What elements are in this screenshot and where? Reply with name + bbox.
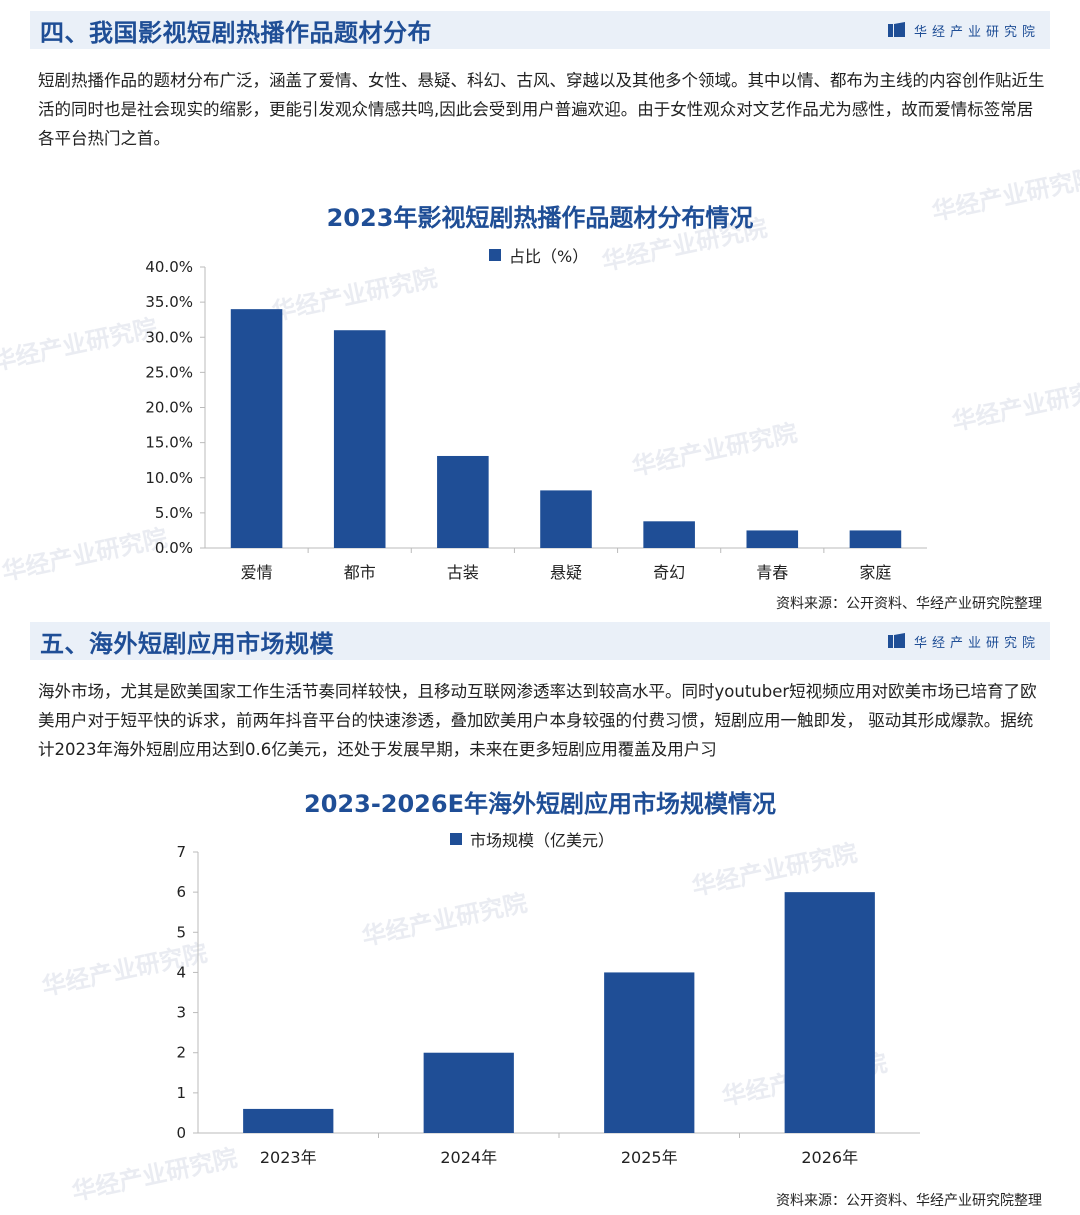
bar [643,521,695,548]
legend-swatch [450,833,462,845]
y-tick-label: 5 [176,923,186,941]
y-tick-label: 25.0% [145,363,193,381]
bar [243,1108,334,1133]
y-tick-label: 1 [176,1084,186,1102]
chart-topic-distribution: 0.0% 5.0% 10.0% 15.0% 20.0% 25.0% 30.0% 35.0% 40… [145,258,927,582]
bar [423,1052,514,1133]
brand-name: 华经产业研究院 [913,24,1040,40]
y-tick-label: 35.0% [145,293,193,311]
y-tick-label: 2 [176,1044,186,1062]
legend-swatch [489,249,501,261]
y-tick-label: 15.0% [145,434,193,452]
brand-mark: 华经产业研究院 [887,632,1040,651]
section-paragraph: 短剧热播作品的题材分布广泛，涵盖了爱情、女性、悬疑、科幻、古风、穿越以及其他多个… [38,71,1045,148]
source-note: 资料来源：公开资料、华经产业研究院整理 [776,1193,1042,1209]
bar [746,530,799,548]
chart-title: 2023年影视短剧热播作品题材分布情况 [326,204,754,232]
y-tick-label: 6 [176,883,186,901]
bar [230,309,283,548]
x-tick-label: 2025年 [621,1148,678,1167]
bar [437,455,489,548]
bar [540,490,592,548]
x-tick-label: 2026年 [801,1148,858,1167]
x-tick-label: 奇幻 [653,563,685,582]
x-tick-label: 2023年 [260,1148,317,1167]
brand-logo-icon [887,633,905,648]
bar [784,892,875,1133]
source-note: 资料来源：公开资料、华经产业研究院整理 [776,596,1042,612]
x-tick-label: 悬疑 [550,563,582,582]
bar [333,330,386,548]
y-tick-label: 5.0% [155,504,193,522]
chart-overseas-market-size: 0 1 2 3 4 5 6 7 2023年 2024年 2025年 2026年 [176,843,920,1167]
y-tick-label: 7 [176,843,186,861]
y-tick-label: 4 [176,963,186,981]
x-tick-label: 都市 [344,563,376,582]
brand-name: 华经产业研究院 [913,635,1040,651]
legend-label: 占比（%） [509,247,589,266]
section-title: 五、海外短剧应用市场规模 [40,629,334,658]
y-tick-label: 10.0% [145,469,193,487]
bar [849,530,902,548]
x-tick-label: 2024年 [440,1148,497,1167]
brand-logo-icon [887,22,905,37]
x-tick-label: 家庭 [859,563,891,582]
section-title: 四、我国影视短剧热播作品题材分布 [40,18,432,47]
section-header: 四、我国影视短剧热播作品题材分布 华经产业研究院 [30,11,1050,49]
legend-label: 市场规模（亿美元） [470,831,615,850]
y-tick-label: 0.0% [155,539,193,557]
y-tick-label: 20.0% [145,399,193,417]
x-tick-label: 古装 [447,563,479,582]
y-tick-label: 40.0% [145,258,193,276]
brand-mark: 华经产业研究院 [887,21,1040,40]
y-tick-label: 3 [176,1004,186,1022]
y-tick-label: 0 [176,1124,186,1142]
section-header: 五、海外短剧应用市场规模 华经产业研究院 [30,622,1050,660]
x-tick-label: 爱情 [241,563,273,582]
chart-legend: 市场规模（亿美元） [450,827,614,851]
chart-legend: 占比（%） [489,243,588,267]
chart-title: 2023-2026E年海外短剧应用市场规模情况 [304,790,776,818]
y-tick-label: 30.0% [145,328,193,346]
x-tick-label: 青春 [756,563,788,582]
section-paragraph: 海外市场，尤其是欧美国家工作生活节奏同样较快，且移动互联网渗透率达到较高水平。同… [38,682,1037,759]
bar [604,972,695,1133]
